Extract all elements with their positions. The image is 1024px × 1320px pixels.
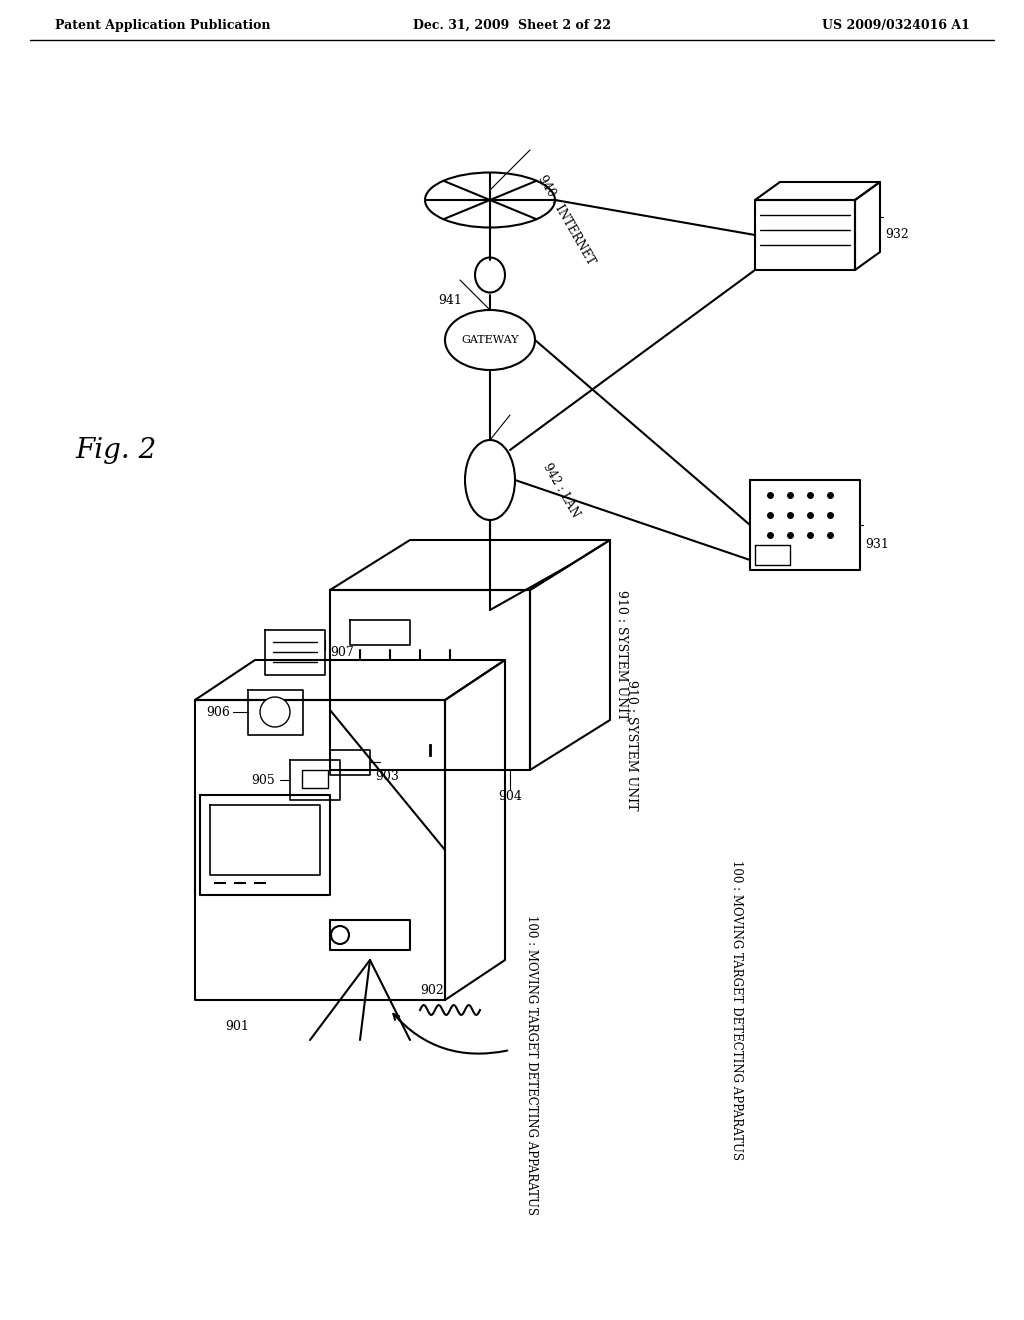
Text: 907: 907: [330, 645, 353, 659]
Text: 904: 904: [498, 789, 522, 803]
Text: 905: 905: [251, 774, 275, 787]
Text: 901: 901: [225, 1020, 249, 1034]
Polygon shape: [290, 760, 340, 800]
Text: Dec. 31, 2009  Sheet 2 of 22: Dec. 31, 2009 Sheet 2 of 22: [413, 18, 611, 32]
Text: 910 : SYSTEM UNIT: 910 : SYSTEM UNIT: [625, 680, 638, 810]
Text: 940 : INTERNET: 940 : INTERNET: [535, 173, 597, 267]
Polygon shape: [248, 690, 303, 735]
Ellipse shape: [465, 440, 515, 520]
Ellipse shape: [260, 697, 290, 727]
Polygon shape: [855, 182, 880, 271]
Polygon shape: [330, 540, 610, 590]
Text: 941: 941: [438, 293, 462, 306]
Text: 931: 931: [865, 539, 889, 552]
Text: 902: 902: [420, 983, 443, 997]
Polygon shape: [302, 770, 328, 788]
Polygon shape: [200, 795, 330, 895]
Polygon shape: [330, 750, 370, 775]
Text: GATEWAY: GATEWAY: [461, 335, 519, 345]
Polygon shape: [750, 480, 860, 570]
Polygon shape: [530, 540, 610, 770]
Ellipse shape: [331, 927, 349, 944]
Text: Patent Application Publication: Patent Application Publication: [55, 18, 270, 32]
Ellipse shape: [445, 310, 535, 370]
Text: 100 : MOVING TARGET DETECTING APPARATUS: 100 : MOVING TARGET DETECTING APPARATUS: [525, 915, 538, 1214]
Polygon shape: [755, 545, 790, 565]
Polygon shape: [210, 805, 319, 875]
Polygon shape: [755, 201, 855, 271]
Polygon shape: [195, 660, 505, 700]
Text: 932: 932: [885, 228, 908, 242]
Text: 910 : SYSTEM UNIT: 910 : SYSTEM UNIT: [615, 590, 628, 721]
Text: 903: 903: [375, 771, 399, 784]
Polygon shape: [445, 660, 505, 1001]
Text: US 2009/0324016 A1: US 2009/0324016 A1: [822, 18, 970, 32]
Polygon shape: [265, 630, 325, 675]
Text: 942 : LAN: 942 : LAN: [540, 461, 582, 519]
Text: 906: 906: [206, 705, 230, 718]
Polygon shape: [350, 620, 410, 645]
Polygon shape: [195, 700, 445, 1001]
Text: 100 : MOVING TARGET DETECTING APPARATUS: 100 : MOVING TARGET DETECTING APPARATUS: [730, 861, 743, 1160]
Polygon shape: [330, 920, 410, 950]
Polygon shape: [755, 182, 880, 201]
Polygon shape: [330, 590, 530, 770]
Text: Fig. 2: Fig. 2: [75, 437, 157, 463]
